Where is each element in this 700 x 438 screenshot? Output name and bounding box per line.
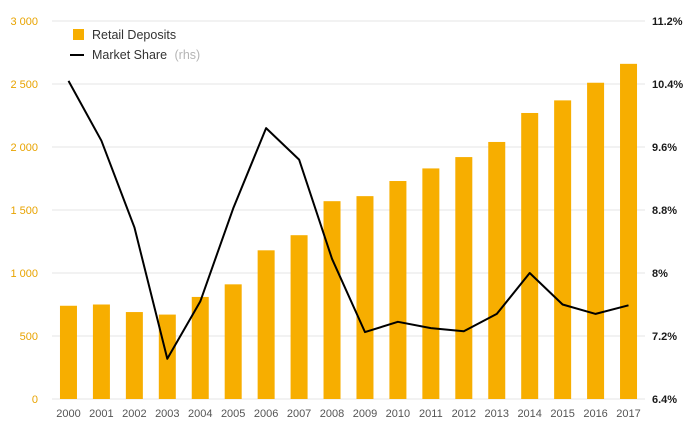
x-axis-tick-label: 2005 [221, 408, 245, 420]
x-axis-tick-label: 2008 [320, 408, 344, 420]
bar-2010 [389, 181, 406, 399]
x-axis-tick-label: 2000 [56, 408, 80, 420]
bar-2015 [554, 100, 571, 399]
right-axis-tick-label: 8.8% [652, 205, 677, 217]
x-axis-tick-label: 2016 [583, 408, 607, 420]
line-series [68, 81, 628, 359]
x-axis-tick-label: 2009 [353, 408, 377, 420]
right-axis-tick-label: 7.2% [652, 331, 677, 343]
legend: Retail Deposits Market Share (rhs) [70, 28, 200, 62]
x-axis: 2000 2001 2002 2003 2004 2005 2006 2007 2008 2009… [56, 408, 641, 420]
bar-2000 [60, 306, 77, 399]
left-axis-tick-label: 3 000 [10, 16, 38, 28]
x-axis-tick-label: 2015 [550, 408, 574, 420]
bar-2002 [126, 312, 143, 399]
x-axis-tick-label: 2002 [122, 408, 146, 420]
right-axis: 6.4% 7.2% 8% 8.8% 9.6% 10.4% 11.2% [652, 16, 683, 406]
bar-2009 [356, 196, 373, 399]
right-axis-tick-label: 11.2% [652, 16, 683, 28]
bar-2008 [324, 201, 341, 399]
right-axis-tick-label: 9.6% [652, 142, 677, 154]
x-axis-tick-label: 2010 [386, 408, 410, 420]
bar-2006 [258, 250, 275, 399]
x-axis-tick-label: 2006 [254, 408, 278, 420]
x-axis-tick-label: 2017 [616, 408, 640, 420]
left-axis-tick-label: 0 [32, 394, 38, 406]
right-axis-tick-label: 6.4% [652, 394, 677, 406]
x-axis-tick-label: 2012 [452, 408, 476, 420]
left-axis: 0 500 1 000 1 500 2 000 2 500 3 000 [10, 16, 38, 406]
left-axis-tick-label: 1 000 [10, 268, 38, 280]
x-axis-tick-label: 2011 [419, 408, 443, 420]
bar-2005 [225, 284, 242, 399]
bar-2013 [488, 142, 505, 399]
left-axis-tick-label: 500 [20, 331, 38, 343]
bar-2012 [455, 157, 472, 399]
x-axis-tick-label: 2004 [188, 408, 212, 420]
bar-2007 [291, 235, 308, 399]
x-axis-tick-label: 2001 [89, 408, 113, 420]
x-axis-tick-label: 2003 [155, 408, 179, 420]
bar-2014 [521, 113, 538, 399]
bar-2017 [620, 64, 637, 399]
legend-line-note: (rhs) [175, 48, 201, 62]
legend-line-label: Market Share (rhs) [92, 48, 200, 62]
x-axis-tick-label: 2014 [517, 408, 541, 420]
left-axis-tick-label: 1 500 [10, 205, 38, 217]
left-axis-tick-label: 2 000 [10, 142, 38, 154]
left-axis-tick-label: 2 500 [10, 79, 38, 91]
bar-2011 [422, 168, 439, 399]
bar-2016 [587, 83, 604, 399]
legend-line-main-label: Market Share [92, 48, 167, 62]
x-axis-tick-label: 2013 [485, 408, 509, 420]
legend-bar-swatch [73, 29, 84, 40]
bars-series [60, 64, 637, 399]
right-axis-tick-label: 8% [652, 268, 668, 280]
legend-bar-label: Retail Deposits [92, 28, 176, 42]
x-axis-tick-label: 2007 [287, 408, 311, 420]
market-share-line [69, 81, 629, 359]
right-axis-tick-label: 10.4% [652, 79, 683, 91]
bar-2001 [93, 305, 110, 400]
